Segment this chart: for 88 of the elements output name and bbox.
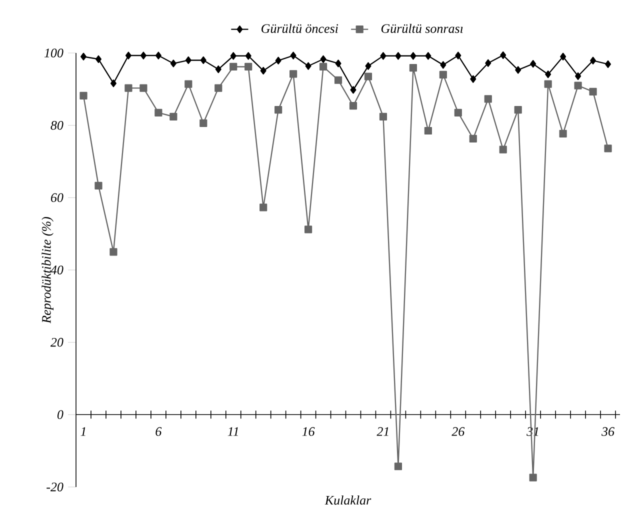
- point: [155, 52, 162, 60]
- point: [425, 52, 432, 60]
- point: [395, 52, 402, 60]
- x-tick-label: 36: [601, 427, 614, 436]
- point: [440, 61, 446, 69]
- point: [469, 134, 477, 142]
- point: [545, 70, 552, 78]
- point: [200, 56, 206, 64]
- point: [110, 248, 118, 256]
- point: [290, 52, 296, 60]
- point: [319, 62, 328, 71]
- y-tick-label: -20: [46, 482, 64, 492]
- legend-label: Gürültü öncesi: [262, 24, 338, 33]
- point: [499, 146, 507, 154]
- point: [80, 92, 88, 100]
- point: [80, 52, 86, 60]
- x-tick-label: 1: [80, 427, 86, 436]
- point: [275, 56, 282, 64]
- point: [274, 106, 282, 114]
- point: [185, 56, 192, 64]
- point: [470, 75, 476, 83]
- point: [230, 52, 236, 60]
- point: [409, 64, 417, 72]
- point: [514, 106, 522, 114]
- point: [304, 226, 312, 234]
- point: [320, 55, 326, 63]
- point: [559, 130, 567, 138]
- point: [455, 52, 462, 60]
- point: [365, 62, 372, 70]
- point: [245, 52, 252, 60]
- point: [589, 88, 597, 96]
- y-tick-label: 20: [50, 338, 64, 347]
- point: [575, 72, 582, 80]
- x-tick-label: 6: [156, 427, 162, 436]
- point: [230, 62, 238, 71]
- point: [124, 84, 132, 92]
- point: [140, 52, 146, 60]
- point: [154, 108, 162, 116]
- point: [379, 112, 388, 120]
- point: [125, 52, 132, 60]
- point: [260, 204, 268, 212]
- point: [424, 126, 432, 135]
- point: [350, 86, 356, 94]
- y-tick-label: 0: [57, 410, 64, 420]
- x-tick-label: 16: [302, 427, 315, 436]
- point: [604, 144, 612, 152]
- point: [454, 108, 462, 116]
- y-tick-label: 60: [51, 193, 64, 202]
- point: [170, 60, 176, 68]
- point: [484, 95, 492, 103]
- point: [560, 52, 566, 60]
- point: [410, 52, 416, 60]
- x-axis-title: Kulaklar: [324, 496, 372, 505]
- point: [335, 60, 342, 68]
- point: [590, 56, 596, 64]
- point: [485, 59, 492, 67]
- point: [574, 82, 582, 90]
- point: [214, 84, 222, 92]
- point: [95, 55, 102, 63]
- point: [334, 76, 342, 84]
- point: [394, 462, 402, 470]
- point: [605, 60, 612, 68]
- point: [184, 80, 192, 88]
- point: [529, 474, 537, 482]
- y-tick-label: 80: [50, 120, 64, 130]
- point: [140, 84, 148, 92]
- y-tick-label: 100: [44, 48, 64, 58]
- point: [244, 62, 252, 71]
- point: [380, 52, 386, 60]
- point: [530, 60, 536, 68]
- x-tick-label: 11: [228, 427, 238, 436]
- legend-label: Gürültü sonrası: [381, 24, 463, 33]
- x-tick-label: 26: [452, 427, 465, 436]
- point: [200, 119, 208, 127]
- point: [94, 182, 102, 190]
- x-tick-label: 21: [376, 427, 388, 436]
- point: [349, 102, 358, 110]
- point: [500, 51, 506, 59]
- point: [110, 80, 116, 88]
- point: [305, 62, 312, 70]
- point: [439, 70, 447, 78]
- point: [515, 66, 522, 74]
- point: [290, 70, 298, 78]
- point: [260, 66, 266, 75]
- point: [170, 112, 178, 120]
- point: [364, 72, 372, 80]
- point: [544, 80, 552, 88]
- point: [215, 65, 222, 74]
